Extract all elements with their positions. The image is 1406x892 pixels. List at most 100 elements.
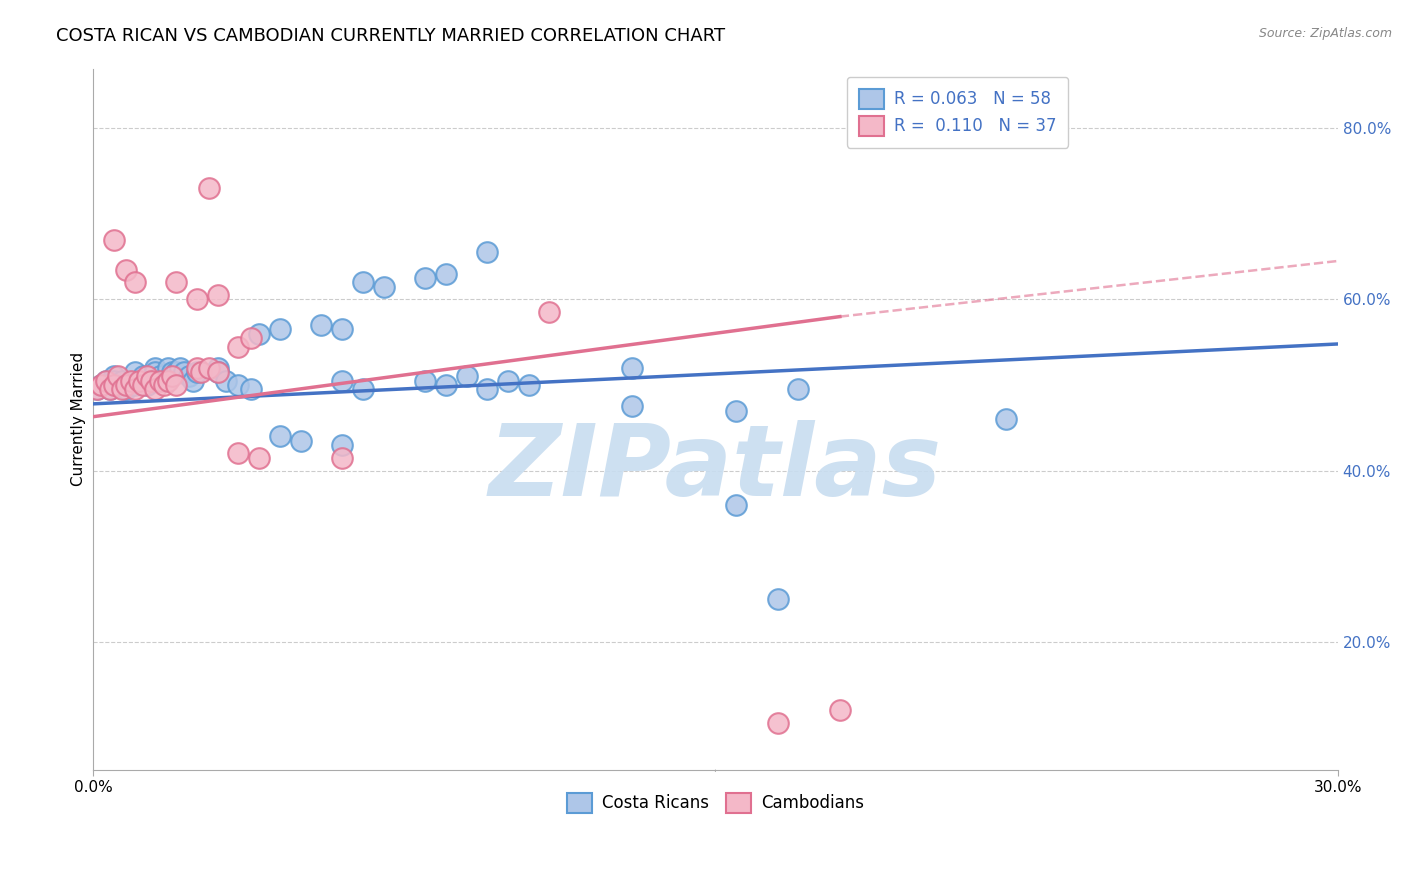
Point — [330, 450, 353, 465]
Point — [181, 374, 204, 388]
Point — [169, 360, 191, 375]
Text: Source: ZipAtlas.com: Source: ZipAtlas.com — [1258, 27, 1392, 40]
Point — [103, 378, 125, 392]
Point — [103, 374, 125, 388]
Point — [207, 288, 229, 302]
Point — [160, 369, 183, 384]
Point — [141, 374, 163, 388]
Point — [207, 365, 229, 379]
Point — [107, 378, 129, 392]
Point — [207, 360, 229, 375]
Point — [90, 378, 112, 392]
Point — [186, 293, 208, 307]
Point — [145, 360, 167, 375]
Legend: Costa Ricans, Cambodians: Costa Ricans, Cambodians — [555, 781, 876, 825]
Point — [173, 365, 195, 379]
Point — [621, 360, 644, 375]
Point — [124, 365, 146, 379]
Point — [330, 438, 353, 452]
Point — [103, 233, 125, 247]
Point — [413, 271, 436, 285]
Point — [103, 369, 125, 384]
Point — [228, 446, 250, 460]
Point — [152, 374, 174, 388]
Point — [128, 374, 150, 388]
Point — [86, 382, 108, 396]
Point — [148, 374, 170, 388]
Point — [115, 382, 138, 396]
Point — [434, 267, 457, 281]
Point — [156, 374, 179, 388]
Point — [330, 374, 353, 388]
Point — [725, 498, 748, 512]
Point — [128, 374, 150, 388]
Point — [165, 365, 187, 379]
Point — [496, 374, 519, 388]
Point — [98, 382, 121, 396]
Point — [186, 365, 208, 379]
Point — [156, 360, 179, 375]
Point — [725, 403, 748, 417]
Point — [352, 382, 374, 396]
Point — [352, 276, 374, 290]
Point — [177, 369, 200, 384]
Point — [207, 365, 229, 379]
Point — [766, 591, 789, 606]
Point — [477, 382, 499, 396]
Point — [145, 382, 167, 396]
Point — [165, 378, 187, 392]
Point — [239, 331, 262, 345]
Point — [111, 382, 134, 396]
Text: COSTA RICAN VS CAMBODIAN CURRENTLY MARRIED CORRELATION CHART: COSTA RICAN VS CAMBODIAN CURRENTLY MARRI… — [56, 27, 725, 45]
Point — [86, 382, 108, 396]
Point — [107, 369, 129, 384]
Point — [160, 365, 183, 379]
Point — [247, 326, 270, 341]
Point — [136, 378, 159, 392]
Point — [132, 378, 155, 392]
Point — [621, 400, 644, 414]
Point — [434, 378, 457, 392]
Point — [115, 262, 138, 277]
Point — [198, 360, 221, 375]
Point — [413, 374, 436, 388]
Point — [120, 374, 142, 388]
Point — [94, 374, 117, 388]
Point — [186, 360, 208, 375]
Point — [115, 378, 138, 392]
Point — [330, 322, 353, 336]
Point — [290, 434, 312, 448]
Point — [111, 374, 134, 388]
Point — [228, 340, 250, 354]
Point — [136, 369, 159, 384]
Point — [141, 374, 163, 388]
Point — [456, 369, 478, 384]
Point — [90, 378, 112, 392]
Point — [215, 374, 238, 388]
Point — [124, 382, 146, 396]
Point — [269, 429, 291, 443]
Point — [538, 305, 561, 319]
Point — [165, 276, 187, 290]
Point — [239, 382, 262, 396]
Point — [145, 365, 167, 379]
Point — [120, 378, 142, 392]
Point — [94, 374, 117, 388]
Point — [787, 382, 810, 396]
Point — [373, 279, 395, 293]
Point — [98, 382, 121, 396]
Y-axis label: Currently Married: Currently Married — [72, 352, 86, 486]
Point — [148, 369, 170, 384]
Text: ZIPatlas: ZIPatlas — [489, 420, 942, 516]
Point — [124, 378, 146, 392]
Point — [994, 412, 1017, 426]
Point — [132, 369, 155, 384]
Point — [766, 715, 789, 730]
Point — [124, 276, 146, 290]
Point — [190, 365, 212, 379]
Point — [152, 378, 174, 392]
Point — [269, 322, 291, 336]
Point — [247, 450, 270, 465]
Point — [228, 378, 250, 392]
Point — [477, 245, 499, 260]
